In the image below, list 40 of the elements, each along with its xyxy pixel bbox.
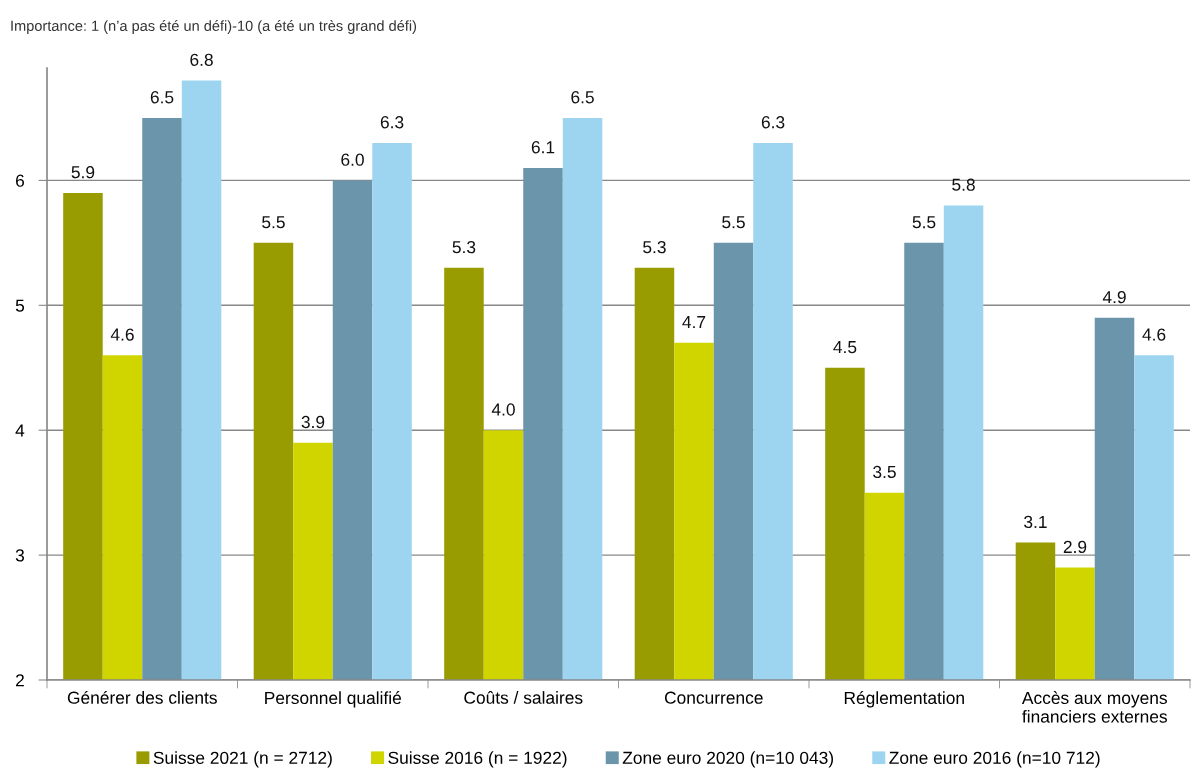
data-label: 3.9 <box>301 415 325 429</box>
data-label: 4.7 <box>682 316 706 329</box>
data-label: 4.0 <box>491 403 515 416</box>
data-label: 4.6 <box>1142 328 1166 341</box>
data-label: 4.5 <box>833 341 857 354</box>
data-label: 5.5 <box>722 216 745 229</box>
data-label: 5.3 <box>643 241 666 254</box>
x-tick-label: Accès aux moyens financiers externes <box>1021 691 1167 723</box>
x-tick-label: Personnel qualifié <box>265 691 401 708</box>
data-label: 6.3 <box>761 116 785 129</box>
y-tick-label: 4 <box>15 424 25 437</box>
legend-label: Suisse 2016 (n = 1922) <box>388 751 567 768</box>
x-tick-label: Concurrence <box>664 691 763 704</box>
data-label: 6.3 <box>380 116 404 129</box>
y-axis-title: Importance: 1 (n’a pas été un défi)-10 (a été un très grand défi) <box>11 20 417 34</box>
y-tick-label: 5 <box>15 299 25 312</box>
data-label: 4.6 <box>110 328 134 341</box>
data-label: 6.1 <box>531 141 555 154</box>
x-tick-label: Coûts / salaires <box>464 691 583 704</box>
data-label: 5.5 <box>262 216 285 229</box>
data-label: 5.3 <box>452 241 476 254</box>
data-label: 5.5 <box>912 216 936 229</box>
y-tick-label: 2 <box>16 674 24 687</box>
legend-label: Zone euro 2016 (n=10 712) <box>889 751 1100 768</box>
data-label: 3.5 <box>873 465 896 479</box>
y-tick-label: 3 <box>15 549 25 562</box>
data-label: 2.9 <box>1063 540 1087 554</box>
y-tick-label: 6 <box>16 174 25 187</box>
data-label: 3.1 <box>1024 515 1047 529</box>
data-label: 6.0 <box>341 153 364 166</box>
data-label: 6.5 <box>150 91 174 104</box>
data-label: 6.8 <box>190 53 213 66</box>
legend-label: Suisse 2021 (n = 2712) <box>153 751 332 768</box>
x-tick-label: Générer des clients <box>67 690 217 704</box>
data-label: 5.9 <box>71 166 95 179</box>
data-label: 4.9 <box>1102 290 1126 304</box>
data-label: 6.5 <box>571 91 594 104</box>
x-tick-label: Réglementation <box>844 691 964 708</box>
legend-label: Zone euro 2020 (n=10 043) <box>622 751 834 768</box>
data-label: 5.8 <box>952 178 975 191</box>
